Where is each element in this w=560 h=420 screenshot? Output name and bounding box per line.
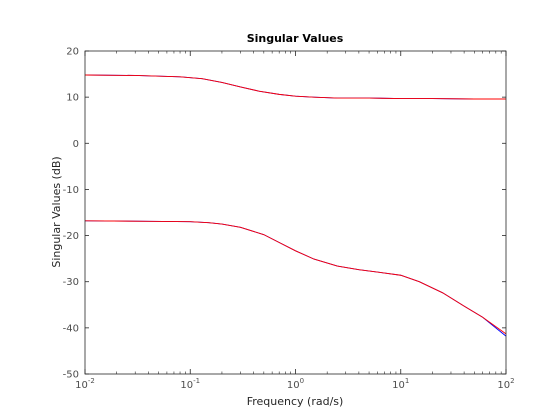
x-tick-label: 100 [287, 377, 304, 391]
x-tick-label: 10-2 [75, 377, 95, 391]
series-layer [84, 74, 507, 337]
x-tick-exponent: 2 [510, 377, 514, 385]
x-tick-label: 102 [497, 377, 514, 391]
x-tick-base: 10 [75, 380, 88, 391]
axes-box [84, 50, 507, 375]
x-tick-exponent: -2 [88, 377, 95, 385]
y-tick-label: -10 [63, 185, 79, 196]
y-tick-label: -50 [63, 370, 79, 381]
y-tick-label: -20 [63, 231, 79, 242]
x-tick-exponent: 1 [405, 377, 409, 385]
y-tick-label: -30 [63, 277, 79, 288]
x-tick-base: 10 [392, 380, 405, 391]
y-tick-label: -40 [63, 323, 79, 334]
series-line-2 [84, 74, 506, 100]
x-tick-base: 10 [287, 380, 300, 391]
x-tick-label: 101 [392, 377, 409, 391]
x-tick-base: 10 [497, 380, 510, 391]
chart-title: Singular Values [247, 32, 344, 45]
y-tick-label: 10 [66, 93, 79, 104]
x-tick-exponent: -1 [193, 377, 200, 385]
plot-area [85, 51, 506, 374]
x-tick-exponent: 0 [300, 377, 304, 385]
series-line-4 [84, 220, 507, 335]
y-tick-label: 20 [66, 47, 79, 58]
x-tick-label: 10-1 [180, 377, 200, 391]
x-axis-label: Frequency (rad/s) [247, 395, 344, 408]
y-tick-label: 0 [73, 139, 79, 150]
y-axis-label: Singular Values (dB) [50, 156, 63, 267]
x-tick-base: 10 [180, 380, 193, 391]
